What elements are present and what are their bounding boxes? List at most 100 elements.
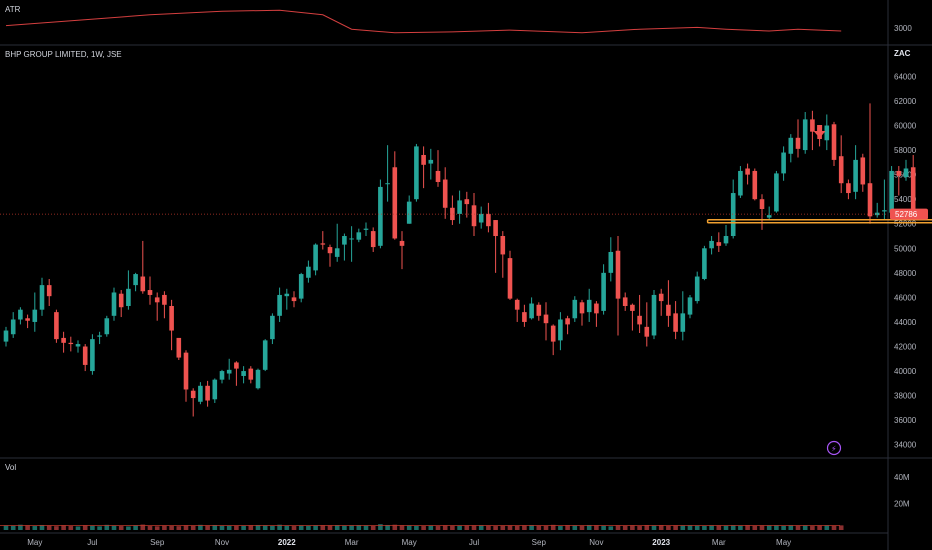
candle-up [198, 385, 203, 402]
volume-bar [97, 526, 102, 530]
volume-bar [133, 525, 138, 530]
volume-bar [788, 525, 794, 530]
volume-bar [435, 526, 441, 530]
candle-down [140, 276, 146, 292]
volume-bar [342, 525, 347, 530]
volume-bar [392, 524, 398, 530]
volume-bar [399, 525, 405, 530]
candle-up [284, 293, 290, 297]
candle-down [176, 337, 182, 358]
volume-bar [169, 525, 174, 530]
volume-bar [486, 525, 491, 530]
volume-bar [615, 525, 621, 530]
candle-down [154, 297, 160, 303]
time-tick-label: May [776, 538, 791, 547]
volume-bar [817, 525, 822, 530]
volume-bar [802, 525, 808, 530]
candle-up [219, 371, 225, 380]
volume-bar [356, 525, 362, 530]
volume-bar [550, 524, 556, 530]
volume-bar [565, 525, 570, 530]
volume-bar [507, 525, 513, 530]
price-tick-label: 54000 [894, 195, 917, 204]
candle-up [342, 236, 347, 245]
candle-down [666, 304, 671, 316]
candle-down [442, 179, 448, 208]
candle-up [882, 210, 887, 212]
candle-up [255, 369, 261, 389]
candle-down [579, 302, 585, 314]
candle-down [637, 315, 642, 325]
candle-up [306, 266, 311, 278]
candle-down [248, 368, 254, 380]
volume-bar [270, 525, 275, 530]
candle-down [435, 170, 441, 182]
candle-up [90, 339, 95, 372]
candle-down [507, 258, 513, 299]
price-tick-label: 60000 [894, 122, 917, 131]
candle-down [745, 168, 750, 175]
candle-up [262, 340, 268, 370]
volume-bar [594, 525, 599, 530]
candle-up [723, 236, 729, 244]
volume-bar [579, 525, 585, 530]
volume-bar [61, 525, 66, 530]
volume-bar [522, 525, 527, 530]
candle-down [514, 299, 520, 310]
candle-down [421, 154, 426, 165]
volume-bar [241, 525, 246, 530]
volume-bar [39, 524, 45, 530]
volume-bar [702, 525, 707, 530]
price-tick-label: 36000 [894, 416, 917, 425]
volume-bar [471, 525, 477, 530]
candle-down [759, 199, 765, 210]
candle-up [478, 213, 484, 223]
volume-bar [25, 525, 30, 530]
time-tick-label: Jul [469, 538, 479, 547]
candle-up [730, 193, 736, 237]
price-tick-label: 42000 [894, 343, 917, 352]
price-axis: 34000 36000 38000 40000 42000 44000 46000 48000… [894, 72, 917, 449]
currency-label: ZAC [894, 49, 911, 58]
price-tick-label: 46000 [894, 293, 917, 302]
candle-up [363, 228, 369, 230]
candle-down [190, 390, 196, 399]
candle-up [97, 335, 102, 337]
candle-up [126, 288, 131, 306]
candle-down [327, 247, 333, 254]
candle-up [766, 215, 772, 218]
candle-up [694, 276, 700, 302]
atr-label: ATR [5, 5, 21, 14]
volume-bar [745, 525, 750, 530]
volume-bar [601, 525, 606, 530]
volume-bar [810, 526, 815, 530]
candle-up [75, 344, 81, 347]
candle-down [118, 293, 124, 308]
volume-bar [262, 525, 268, 530]
candle-up [889, 170, 894, 213]
time-tick-label: Jul [87, 538, 97, 547]
candle-down [234, 362, 239, 369]
candle-down [867, 183, 873, 217]
volume-bar [327, 525, 333, 530]
volume-bar [291, 526, 297, 530]
volume-bar [572, 525, 578, 530]
candle-down [550, 325, 556, 342]
time-tick-label: 2022 [278, 538, 296, 547]
candle-down [630, 304, 635, 311]
support-zone[interactable] [706, 219, 932, 224]
candle-up [10, 319, 16, 335]
candle-up [824, 125, 830, 141]
volume-bar [666, 525, 671, 530]
candle-down [205, 385, 210, 401]
candle-up [270, 315, 275, 340]
atr-line [5, 9, 842, 34]
event-icon[interactable]: ⚡ [826, 440, 842, 456]
candle-up [702, 248, 707, 279]
volume-bar [118, 526, 124, 530]
time-tick-label: Mar [345, 538, 359, 547]
candle-up [212, 379, 218, 400]
price-tick-label: 40000 [894, 367, 917, 376]
volume-bar [457, 525, 462, 530]
volume-bar [226, 525, 232, 530]
